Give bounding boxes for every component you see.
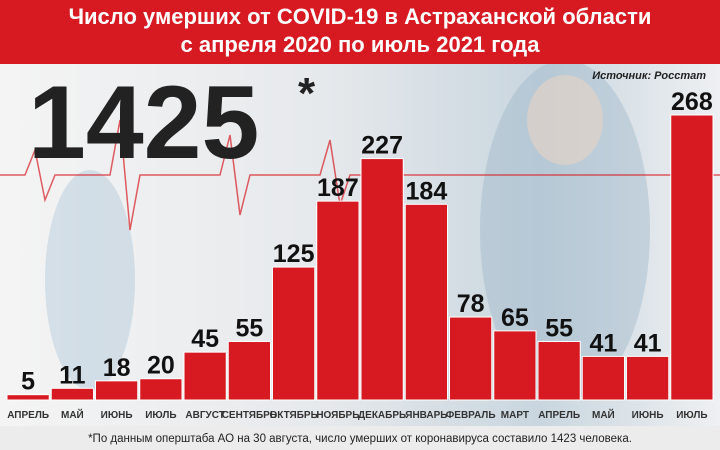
value-label: 20 [147, 352, 175, 380]
total: 1425 [28, 65, 259, 181]
bar [493, 330, 537, 401]
x-tick-label: МАЙ [61, 408, 84, 421]
header-band [0, 0, 720, 64]
x-tick-label: ИЮЛЬ [145, 410, 176, 421]
footnote: *По данным оперштаба АО на 30 августа, ч… [88, 433, 632, 445]
value-label: 125 [273, 240, 315, 268]
total-mark: * [298, 69, 316, 118]
x-tick-label: ЯНВАРЬ [405, 410, 447, 421]
decor-face [527, 75, 603, 165]
decor-figure [45, 170, 135, 390]
value-label: 41 [634, 329, 662, 357]
x-tick-label: МАРТ [501, 410, 529, 421]
bar [272, 266, 316, 401]
bar [183, 351, 227, 401]
value-label: 18 [103, 354, 131, 382]
bar [316, 200, 360, 401]
bar [227, 341, 271, 401]
value-label: 227 [361, 132, 403, 160]
x-tick-label: АВГУСТ [185, 410, 224, 421]
x-tick-label: СЕНТЯБРЬ [222, 410, 277, 421]
value-label: 5 [21, 368, 35, 396]
bar [50, 387, 94, 401]
heartbeat-line [0, 119, 720, 231]
x-tick-label: ОКТЯБРЬ [269, 410, 317, 421]
bar [360, 158, 404, 401]
value-label: 65 [501, 304, 529, 332]
x-tick-label: МАЙ [592, 408, 615, 421]
x-tick-label: ДЕКАБРЬ [358, 410, 406, 421]
value-label: 41 [589, 329, 617, 357]
decor-figure [480, 60, 650, 400]
value-label: 55 [545, 315, 573, 343]
x-tick-label: АПРЕЛЬ [538, 410, 580, 421]
value-label: 11 [59, 361, 86, 389]
chart-subtitle: с апреля 2020 по июль 2021 года [180, 32, 540, 57]
bar [449, 316, 493, 401]
bar [626, 355, 670, 401]
bar [95, 380, 139, 401]
bar [670, 114, 714, 401]
x-tick-label: АПРЕЛЬ [7, 410, 49, 421]
value-label: 78 [457, 290, 485, 318]
footer-band [0, 426, 720, 450]
bar [139, 378, 183, 401]
value-label: 187 [317, 174, 359, 202]
value-label: 184 [406, 177, 448, 205]
x-tick-label: ИЮЛЬ [676, 410, 707, 421]
source: Источник: Росстат [592, 70, 706, 82]
value-label: 268 [671, 88, 713, 116]
chart-title: Число умерших от COVID-19 в Астраханской… [69, 4, 652, 29]
bar [404, 203, 448, 401]
bar [581, 355, 625, 401]
x-tick-label: ИЮНЬ [101, 410, 133, 421]
value-label: 55 [235, 315, 263, 343]
x-tick-label: ФЕВРАЛЬ [446, 410, 496, 421]
bar [537, 341, 581, 401]
value-label: 45 [191, 325, 219, 353]
x-tick-label: ИЮНЬ [632, 410, 664, 421]
x-tick-label: НОЯБРЬ [316, 410, 359, 421]
bar [6, 394, 50, 401]
